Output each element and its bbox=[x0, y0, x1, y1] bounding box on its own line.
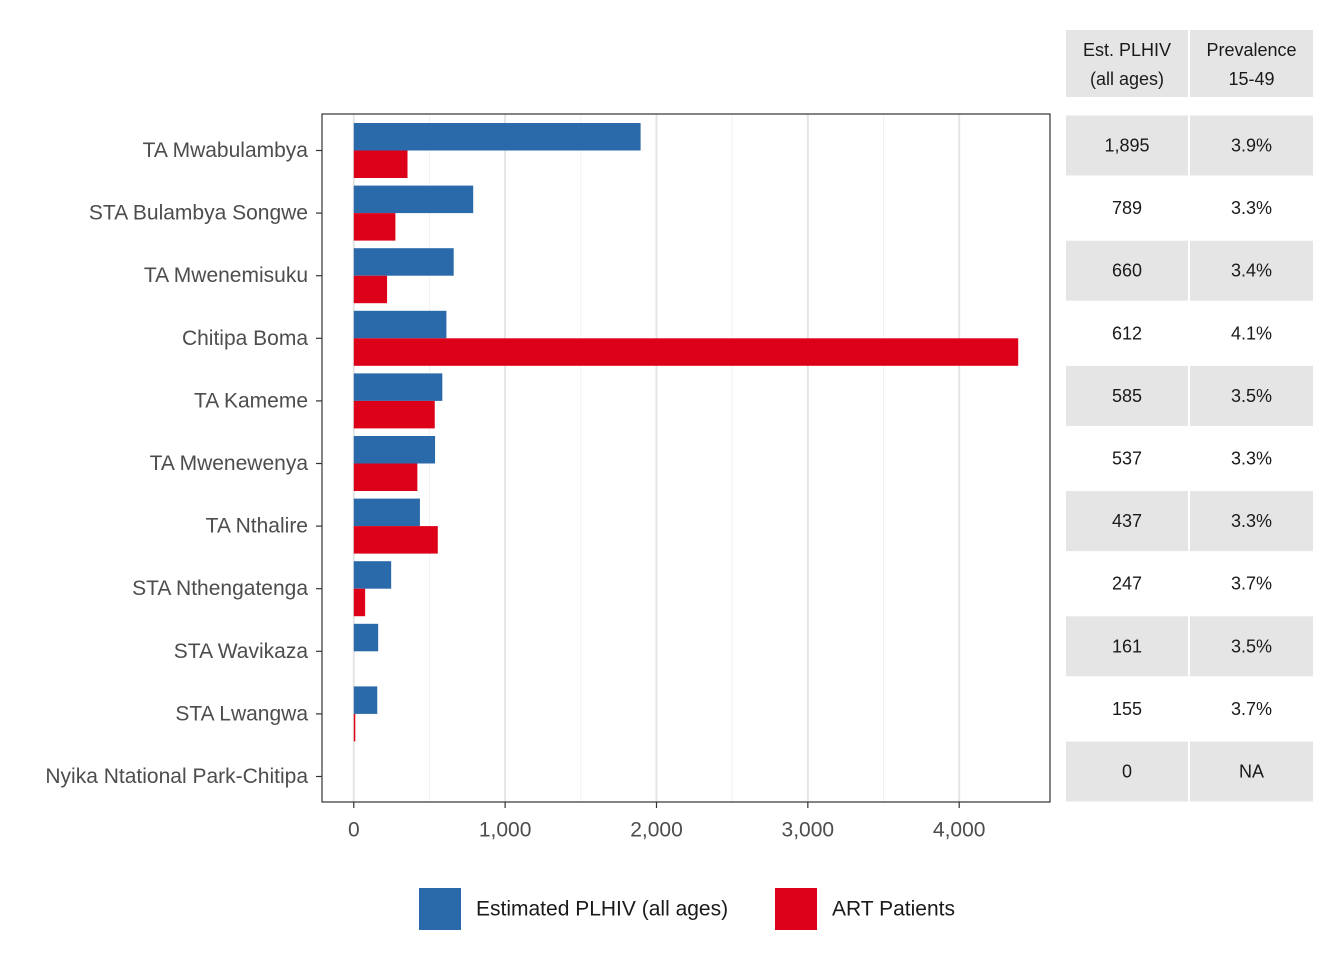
bar-estimated-plhiv bbox=[353, 561, 392, 589]
bar-art-patients bbox=[353, 400, 435, 429]
table-cell-plhiv: 1,895 bbox=[1104, 136, 1149, 156]
table-cell-prevalence: 3.7% bbox=[1231, 699, 1272, 719]
table-cell-prevalence: 3.3% bbox=[1231, 449, 1272, 469]
y-tick-label: TA Mwenewenya bbox=[150, 452, 309, 475]
table-header-text: Prevalence bbox=[1206, 40, 1296, 60]
y-tick-label: TA Kameme bbox=[194, 389, 308, 412]
table-cell bbox=[1066, 303, 1188, 364]
x-tick-label: 3,000 bbox=[782, 819, 835, 842]
table-cell bbox=[1190, 491, 1313, 552]
table-cell-prevalence: 3.7% bbox=[1231, 574, 1272, 594]
table-cell-plhiv: 247 bbox=[1112, 574, 1142, 594]
legend-label: Estimated PLHIV (all ages) bbox=[476, 898, 728, 921]
table-cell bbox=[1066, 741, 1188, 802]
table-cell-plhiv: 155 bbox=[1112, 699, 1142, 719]
table-header-text: 15-49 bbox=[1228, 69, 1274, 89]
x-tick-label: 2,000 bbox=[630, 819, 683, 842]
table-cell-plhiv: 660 bbox=[1112, 261, 1142, 281]
table-cell-plhiv: 0 bbox=[1122, 762, 1132, 782]
table-cell-prevalence: 3.4% bbox=[1231, 261, 1272, 281]
table-cell bbox=[1190, 365, 1313, 426]
table-cell-prevalence: 4.1% bbox=[1231, 323, 1272, 343]
table-cell-prevalence: 3.9% bbox=[1231, 136, 1272, 156]
table-cell bbox=[1066, 553, 1188, 614]
table-cell-prevalence: 3.3% bbox=[1231, 511, 1272, 531]
table-cell-prevalence: 3.3% bbox=[1231, 198, 1272, 218]
table-cell-plhiv: 612 bbox=[1112, 323, 1142, 343]
bar-art-patients bbox=[353, 588, 366, 617]
table-cell bbox=[1190, 553, 1313, 614]
plot-border bbox=[321, 113, 1051, 803]
y-tick-label: STA Bulambya Songwe bbox=[89, 202, 308, 225]
table-cell-plhiv: 789 bbox=[1112, 198, 1142, 218]
table-cell bbox=[1066, 365, 1188, 426]
x-tick-label: 0 bbox=[348, 819, 360, 842]
y-tick-label: STA Lwangwa bbox=[175, 702, 308, 725]
bar-art-patients bbox=[353, 526, 438, 554]
table-cell bbox=[1190, 240, 1313, 301]
bar-art-patients bbox=[353, 713, 356, 742]
bar-estimated-plhiv bbox=[353, 248, 454, 276]
bar-estimated-plhiv bbox=[353, 498, 420, 527]
y-tick-label: STA Wavikaza bbox=[174, 640, 309, 663]
table-cell-plhiv: 437 bbox=[1112, 511, 1142, 531]
table-cell bbox=[1190, 678, 1313, 739]
table-cell bbox=[1066, 678, 1188, 739]
bar-estimated-plhiv bbox=[353, 436, 436, 464]
bar-estimated-plhiv bbox=[353, 123, 641, 151]
x-tick-label: 4,000 bbox=[933, 819, 986, 842]
bar-art-patients bbox=[353, 275, 388, 304]
legend-label: ART Patients bbox=[832, 898, 955, 921]
bar-estimated-plhiv bbox=[353, 686, 378, 714]
bar-estimated-plhiv bbox=[353, 185, 474, 214]
table-cell bbox=[1190, 115, 1313, 176]
bar-art-patients bbox=[353, 213, 396, 241]
x-tick-label: 1,000 bbox=[479, 819, 532, 842]
y-tick-label: Nyika Ntational Park-Chitipa bbox=[45, 765, 308, 788]
table-cell bbox=[1066, 178, 1188, 239]
table-header-text: (all ages) bbox=[1090, 69, 1164, 89]
table-cell-plhiv: 161 bbox=[1112, 636, 1142, 656]
table-cell-prevalence: 3.5% bbox=[1231, 636, 1272, 656]
legend-key bbox=[419, 888, 461, 930]
table-cell-prevalence: 3.5% bbox=[1231, 386, 1272, 406]
plot-panel bbox=[322, 114, 1050, 802]
bar-estimated-plhiv bbox=[353, 623, 379, 652]
table-cell bbox=[1190, 178, 1313, 239]
bar-art-patients bbox=[353, 463, 418, 491]
y-tick-label: STA Nthengatenga bbox=[132, 577, 308, 600]
table-cell bbox=[1066, 428, 1188, 489]
bar-estimated-plhiv bbox=[353, 373, 443, 401]
y-tick-label: TA Nthalire bbox=[206, 515, 308, 538]
table-cell bbox=[1190, 616, 1313, 677]
bar-art-patients bbox=[353, 338, 1019, 366]
table-cell bbox=[1190, 303, 1313, 364]
table-cell bbox=[1190, 741, 1313, 802]
bar-estimated-plhiv bbox=[353, 310, 447, 339]
table-cell bbox=[1190, 428, 1313, 489]
table-cell bbox=[1066, 491, 1188, 552]
table-cell bbox=[1066, 115, 1188, 176]
y-tick-label: TA Mwabulambya bbox=[143, 139, 309, 162]
table-cell-prevalence: NA bbox=[1239, 762, 1264, 782]
y-tick-label: Chitipa Boma bbox=[182, 327, 308, 350]
bar-art-patients bbox=[353, 150, 408, 178]
table-cell-plhiv: 537 bbox=[1112, 449, 1142, 469]
y-tick-label: TA Mwenemisuku bbox=[144, 264, 308, 287]
table-cell-plhiv: 585 bbox=[1112, 386, 1142, 406]
table-header-text: Est. PLHIV bbox=[1083, 40, 1171, 60]
table-cell bbox=[1066, 240, 1188, 301]
table-header-cell bbox=[1190, 30, 1313, 97]
table-cell bbox=[1066, 616, 1188, 677]
legend-key bbox=[775, 888, 817, 930]
table-header-cell bbox=[1066, 30, 1188, 97]
